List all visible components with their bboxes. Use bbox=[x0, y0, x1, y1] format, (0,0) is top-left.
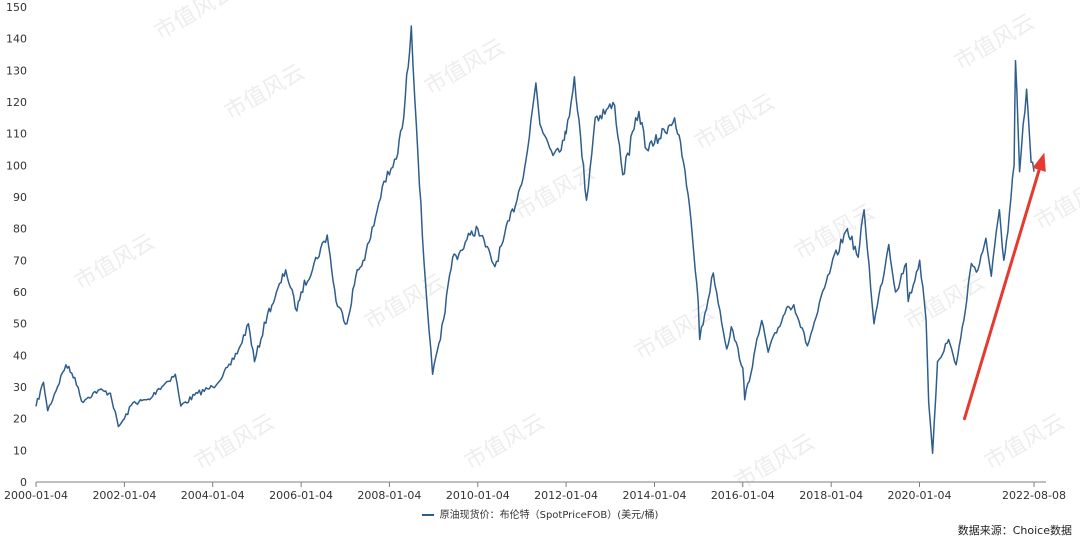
annotation-layer bbox=[962, 152, 1046, 421]
legend: 原油现货价：布伦特（SpotPriceFOB）(美元/桶) bbox=[0, 506, 1080, 521]
x-tick-label: 2018-01-04 bbox=[799, 489, 863, 502]
x-tick-label: 2014-01-04 bbox=[623, 489, 687, 502]
y-tick-label: 60 bbox=[13, 286, 27, 299]
y-tick-label: 120 bbox=[6, 96, 27, 109]
y-tick-label: 90 bbox=[13, 191, 27, 204]
watermark-text: 市值风云 bbox=[901, 270, 990, 336]
y-axis: 0 10 20 30 40 50 60 70 80 90 100 110 120 130 140 150 bbox=[6, 1, 27, 489]
watermark-text: 市值风云 bbox=[691, 90, 780, 156]
y-tick-label: 130 bbox=[6, 64, 27, 77]
x-tick-label: 2020-01-04 bbox=[888, 489, 952, 502]
x-tick-label: 2000-01-04 bbox=[4, 489, 68, 502]
watermark-text: 市值风云 bbox=[981, 410, 1070, 476]
x-tick-label: 2008-01-04 bbox=[357, 489, 421, 502]
y-tick-label: 140 bbox=[6, 33, 27, 46]
x-axis: 2000-01-04 2002-01-04 2004-01-04 2006-01-04… bbox=[4, 481, 1066, 502]
watermark-text: 市值风云 bbox=[71, 230, 160, 296]
watermark-text: 市值风云 bbox=[951, 10, 1040, 76]
x-tick-label: 2010-01-04 bbox=[446, 489, 510, 502]
y-tick-label: 110 bbox=[6, 128, 27, 141]
watermark-text: 市值风云 bbox=[421, 35, 510, 101]
y-tick-label: 150 bbox=[6, 1, 27, 14]
x-tick-label: 2012-01-04 bbox=[534, 489, 598, 502]
y-tick-label: 10 bbox=[13, 444, 27, 457]
y-tick-label: 100 bbox=[6, 159, 27, 172]
legend-label: 原油现货价：布伦特（SpotPriceFOB）(美元/桶) bbox=[439, 510, 659, 521]
y-tick-label: 70 bbox=[13, 254, 27, 267]
watermark-text: 市值风云 bbox=[461, 410, 550, 476]
source-note: 数据来源：Choice数据 bbox=[957, 524, 1072, 537]
x-tick-label: 2022-08-08 bbox=[1002, 489, 1066, 502]
annotation-arrow-shaft bbox=[962, 168, 1041, 421]
y-tick-label: 50 bbox=[13, 318, 27, 331]
y-tick-label: 30 bbox=[13, 381, 27, 394]
watermark-text: 市值风云 bbox=[191, 410, 280, 476]
watermark-text: 市值风云 bbox=[221, 60, 310, 126]
legend-swatch bbox=[421, 514, 434, 516]
y-tick-label: 20 bbox=[13, 413, 27, 426]
y-tick-label: 80 bbox=[13, 223, 27, 236]
x-tick-label: 2004-01-04 bbox=[181, 489, 245, 502]
annotation-arrow-head bbox=[1032, 152, 1046, 172]
y-tick-label: 40 bbox=[13, 349, 27, 362]
watermark-text: 市值风云 bbox=[1031, 170, 1080, 236]
series-layer bbox=[35, 25, 1035, 454]
watermark-text: 市值风云 bbox=[731, 430, 820, 496]
watermark-text: 市值风云 bbox=[151, 0, 240, 45]
watermark-text: 市值风云 bbox=[361, 270, 450, 336]
x-tick-label: 2002-01-04 bbox=[92, 489, 156, 502]
series-line bbox=[35, 25, 1035, 454]
x-tick-label: 2006-01-04 bbox=[269, 489, 333, 502]
y-tick-label: 0 bbox=[20, 476, 27, 489]
x-tick-label: 2016-01-04 bbox=[711, 489, 775, 502]
